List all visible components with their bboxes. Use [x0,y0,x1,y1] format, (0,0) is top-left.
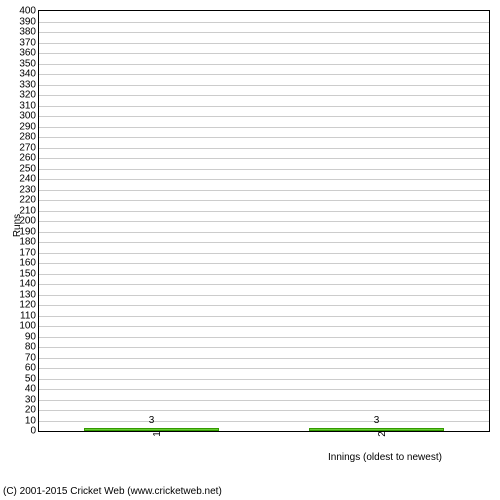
gridline [39,190,489,191]
ytick-label: 300 [19,111,36,122]
ytick-label: 100 [19,321,36,332]
ytick-label: 400 [19,6,36,17]
ytick-label: 170 [19,247,36,258]
ytick-label: 140 [19,279,36,290]
ytick-label: 340 [19,69,36,80]
ytick-label: 310 [19,100,36,111]
gridline [39,158,489,159]
ytick-label: 30 [25,394,36,405]
y-axis-label: Runs [12,214,23,237]
plot-area: 0102030405060708090100110120130140150160… [38,10,490,432]
gridline [39,53,489,54]
gridline [39,326,489,327]
ytick-label: 40 [25,384,36,395]
ytick-label: 160 [19,258,36,269]
gridline [39,64,489,65]
gridline [39,211,489,212]
ytick-label: 220 [19,195,36,206]
gridline [39,242,489,243]
ytick-label: 70 [25,352,36,363]
gridline [39,232,489,233]
copyright-text: (C) 2001-2015 Cricket Web (www.cricketwe… [3,486,222,497]
gridline [39,389,489,390]
gridline [39,74,489,75]
gridline [39,148,489,149]
ytick-label: 10 [25,415,36,426]
ytick-label: 290 [19,121,36,132]
gridline [39,127,489,128]
gridline [39,263,489,264]
ytick-label: 180 [19,237,36,248]
ytick-label: 150 [19,268,36,279]
gridline [39,22,489,23]
gridline [39,358,489,359]
gridline [39,179,489,180]
gridline [39,316,489,317]
chart-container: 0102030405060708090100110120130140150160… [0,0,500,500]
ytick-label: 50 [25,373,36,384]
gridline [39,337,489,338]
ytick-label: 380 [19,27,36,38]
gridline [39,137,489,138]
ytick-label: 240 [19,174,36,185]
gridline [39,106,489,107]
gridline [39,347,489,348]
ytick-label: 330 [19,79,36,90]
bar-value-label: 3 [374,415,380,426]
gridline [39,421,489,422]
ytick-label: 0 [30,426,36,437]
ytick-label: 260 [19,153,36,164]
gridline [39,400,489,401]
gridline [39,116,489,117]
ytick-label: 360 [19,48,36,59]
ytick-label: 80 [25,342,36,353]
gridline [39,274,489,275]
gridline [39,368,489,369]
ytick-label: 270 [19,142,36,153]
gridline [39,200,489,201]
ytick-label: 250 [19,163,36,174]
x-axis-label: Innings (oldest to newest) [328,452,442,463]
xtick-label: 2 [377,431,388,437]
gridline [39,284,489,285]
gridline [39,85,489,86]
ytick-label: 60 [25,363,36,374]
gridline [39,32,489,33]
bar-value-label: 3 [149,415,155,426]
ytick-label: 90 [25,331,36,342]
ytick-label: 20 [25,405,36,416]
ytick-label: 320 [19,90,36,101]
ytick-label: 350 [19,58,36,69]
gridline [39,95,489,96]
gridline [39,295,489,296]
gridline [39,253,489,254]
ytick-label: 110 [20,310,36,321]
ytick-label: 370 [19,37,36,48]
ytick-label: 390 [19,16,36,27]
gridline [39,410,489,411]
ytick-label: 120 [19,300,36,311]
gridline [39,43,489,44]
gridline [39,305,489,306]
gridline [39,169,489,170]
xtick-label: 1 [152,431,163,437]
ytick-label: 230 [19,184,36,195]
gridline [39,221,489,222]
gridline [39,379,489,380]
ytick-label: 130 [19,289,36,300]
ytick-label: 280 [19,132,36,143]
